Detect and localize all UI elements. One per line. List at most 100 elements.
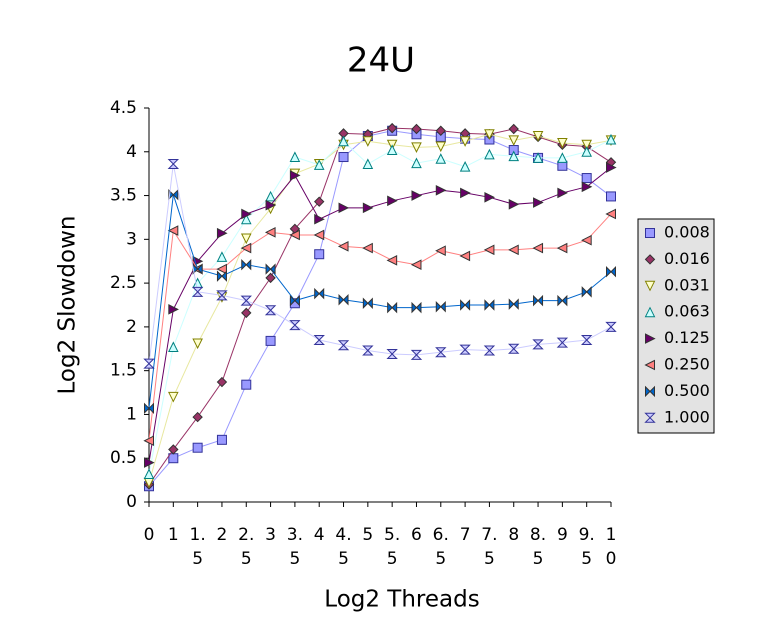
data-point (216, 227, 228, 239)
y-tick-label: 4 (126, 142, 137, 162)
x-tick-label: 8. 5 (530, 525, 546, 569)
data-point (289, 294, 300, 307)
data-point (289, 320, 301, 331)
data-point (581, 234, 592, 246)
data-point (191, 286, 204, 297)
data-point (265, 272, 276, 284)
data-point (386, 349, 398, 360)
data-point (459, 136, 471, 147)
data-point (192, 411, 203, 423)
legend-marker (645, 385, 655, 398)
data-point (240, 233, 252, 245)
series-line (148, 139, 612, 475)
data-point (289, 151, 301, 163)
data-point (557, 187, 568, 199)
data-point (143, 468, 155, 479)
data-point (508, 343, 520, 354)
y-tick-label: 3.5 (110, 186, 137, 206)
data-point (532, 242, 544, 254)
data-point (435, 184, 447, 196)
data-point (533, 294, 544, 307)
data-point (483, 244, 495, 256)
legend-marker (644, 280, 656, 292)
data-point (581, 286, 592, 298)
data-point (167, 225, 179, 236)
data-point (556, 242, 568, 254)
data-point (216, 434, 227, 445)
data-point (216, 270, 227, 282)
data-point (410, 349, 423, 360)
data-point (264, 227, 276, 238)
x-tick-label: 9 (557, 525, 568, 545)
x-tick-label: 2 (217, 525, 228, 545)
data-point (168, 453, 179, 464)
data-point (411, 190, 423, 201)
x-tick-label: 3 (265, 525, 276, 545)
data-point (338, 294, 349, 306)
data-point (167, 159, 180, 170)
data-point (241, 307, 252, 319)
data-point (144, 457, 155, 468)
data-point (606, 191, 616, 202)
data-point (143, 358, 155, 369)
data-point (581, 181, 593, 193)
data-point (387, 195, 398, 207)
data-point (581, 173, 592, 184)
data-point (265, 199, 277, 211)
legend-marker (644, 412, 656, 423)
series-line (148, 163, 612, 364)
data-point (168, 391, 179, 403)
data-point (313, 335, 325, 346)
data-point (411, 301, 422, 314)
data-point (314, 287, 325, 300)
data-point (605, 321, 617, 332)
y-tick-label: 2 (126, 317, 137, 337)
x-tick-label: 6. 5 (433, 525, 449, 569)
legend-marker (645, 228, 655, 238)
x-tick-label: 7. 5 (481, 525, 497, 569)
y-tick-label: 1.5 (110, 361, 137, 381)
x-tick-label: 1 (168, 525, 179, 545)
x-tick-label: 4 (314, 525, 325, 545)
legend-label: 0.125 (664, 328, 710, 347)
legend-marker (644, 254, 656, 265)
x-tick-label: 5. 5 (384, 525, 400, 569)
data-point (314, 196, 325, 207)
data-point (192, 263, 203, 275)
data-point (459, 250, 471, 262)
x-tick-label: 6 (411, 525, 422, 545)
data-point (460, 299, 471, 311)
data-point (289, 170, 301, 181)
data-point (192, 338, 203, 350)
legend-marker (644, 359, 655, 371)
legend-label: 0.500 (664, 381, 710, 400)
data-point (264, 305, 277, 316)
x-tick-label: 0 (144, 525, 155, 545)
series-line (148, 130, 612, 487)
data-point (435, 153, 447, 164)
data-point (144, 402, 154, 415)
data-point (362, 202, 374, 214)
chart-title: 24U (347, 41, 415, 81)
data-point (606, 266, 616, 278)
data-point (581, 146, 592, 157)
y-axis-title: Log2 Slowdown (55, 216, 81, 395)
data-point (265, 190, 276, 202)
data-point (532, 339, 544, 350)
data-point (508, 298, 519, 310)
data-point (362, 297, 373, 309)
data-point (508, 244, 519, 256)
data-point (362, 158, 374, 170)
data-point (460, 187, 471, 199)
x-tick-label: 3. 5 (287, 525, 303, 569)
data-point (241, 379, 252, 390)
data-point (241, 259, 252, 271)
data-point (216, 376, 228, 388)
data-point (265, 335, 276, 346)
y-tick-label: 4.5 (110, 98, 137, 118)
data-point (484, 148, 495, 160)
data-point (240, 295, 252, 306)
data-point (386, 122, 398, 134)
